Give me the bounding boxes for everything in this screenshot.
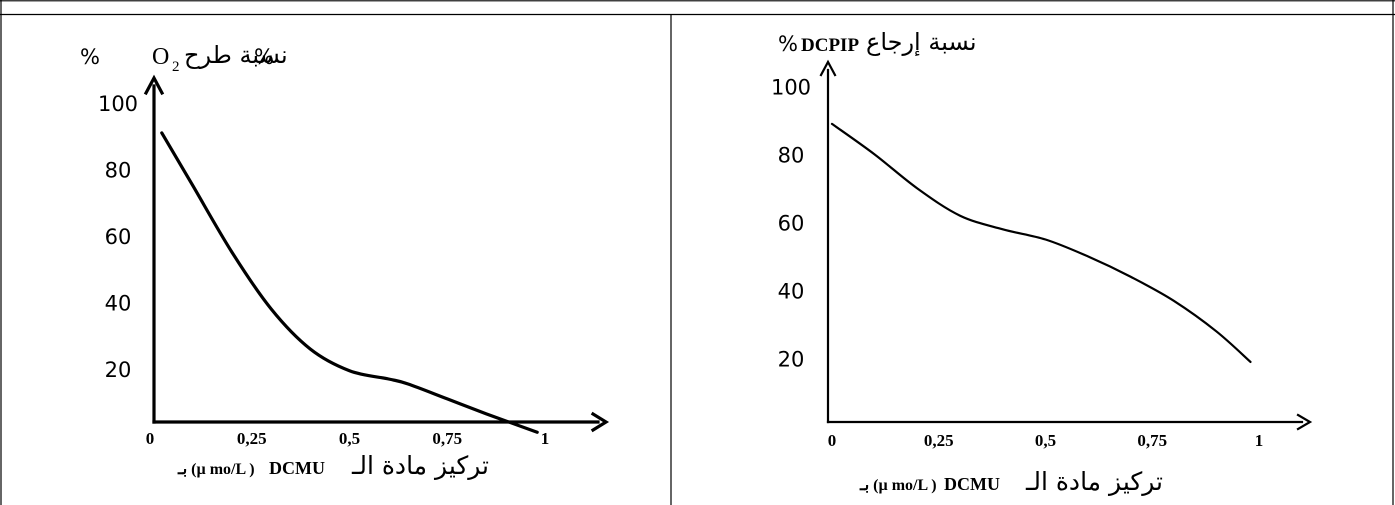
x-axis-arrowhead [1296, 413, 1313, 431]
y-tick-labels: 100 80 60 40 20 [98, 92, 138, 382]
y-tick-label: 20 [105, 358, 132, 382]
x-tick-label: 0,5 [339, 429, 360, 448]
x-axis-arrowhead [590, 411, 610, 433]
y-tick-label: 40 [105, 292, 132, 316]
y-tick-label: 60 [778, 212, 805, 236]
y-title-percent-right: % [254, 45, 274, 69]
y-axis-arrowhead [819, 59, 837, 77]
y-title-formula: O [152, 44, 169, 70]
x-tick-label: 0,5 [1035, 431, 1056, 450]
dcpip-reduction-curve [830, 122, 1252, 363]
x-tick-label: 0,75 [1137, 431, 1167, 450]
y-axis-title: % DCPIP نسبة إرجاع [778, 28, 977, 57]
y-title-percent: % [778, 32, 798, 56]
x-tick-label: 1 [1255, 431, 1264, 450]
y-axis-arrowhead [143, 74, 165, 96]
y-tick-label: 20 [778, 348, 805, 372]
x-title-unit: بـ (µ mo/L ) [177, 461, 255, 478]
axes [143, 74, 610, 433]
y-tick-label: 40 [778, 280, 805, 304]
x-tick-label: 0,75 [432, 429, 462, 448]
y-tick-label: 60 [105, 225, 132, 249]
y-tick-label: 100 [98, 92, 138, 116]
axes [819, 59, 1313, 431]
y-title-arabic: نسبة طرح [184, 41, 288, 69]
x-title-unit: بـ (µ mo/L ) [859, 477, 937, 494]
y-axis-title: % O 2 نسبة طرح % [80, 41, 288, 75]
y-tick-label: 80 [778, 144, 805, 168]
o2-release-curve [160, 131, 539, 434]
y-tick-labels: 100 80 60 40 20 [771, 76, 811, 372]
x-tick-label: 0 [828, 431, 837, 450]
x-title-arabic: تركيز مادة الـ [1025, 467, 1163, 496]
x-tick-labels: 0 0,25 0,5 0,75 1 [828, 431, 1264, 450]
y-title-percent-left: % [80, 45, 100, 69]
y-title-arabic: نسبة إرجاع [866, 28, 977, 57]
x-title-dcmu: DCMU [944, 474, 1000, 494]
y-tick-label: 100 [771, 76, 811, 100]
x-tick-label: 0,25 [924, 431, 954, 450]
x-tick-label: 0,25 [237, 429, 267, 448]
chart-o2-release: % O 2 نسبة طرح % 100 80 60 40 20 0 0,25 0,5 0,7… [80, 41, 610, 480]
y-title-subscript: 2 [172, 59, 180, 75]
y-title-formula: DCPIP [801, 35, 859, 56]
y-tick-label: 80 [105, 159, 132, 183]
x-tick-label: 1 [541, 429, 550, 448]
x-title-arabic: تركيز مادة الـ [351, 451, 489, 480]
x-tick-labels: 0 0,25 0,5 0,75 1 [146, 429, 550, 448]
x-tick-label: 0 [146, 429, 155, 448]
x-title-dcmu: DCMU [269, 458, 325, 478]
